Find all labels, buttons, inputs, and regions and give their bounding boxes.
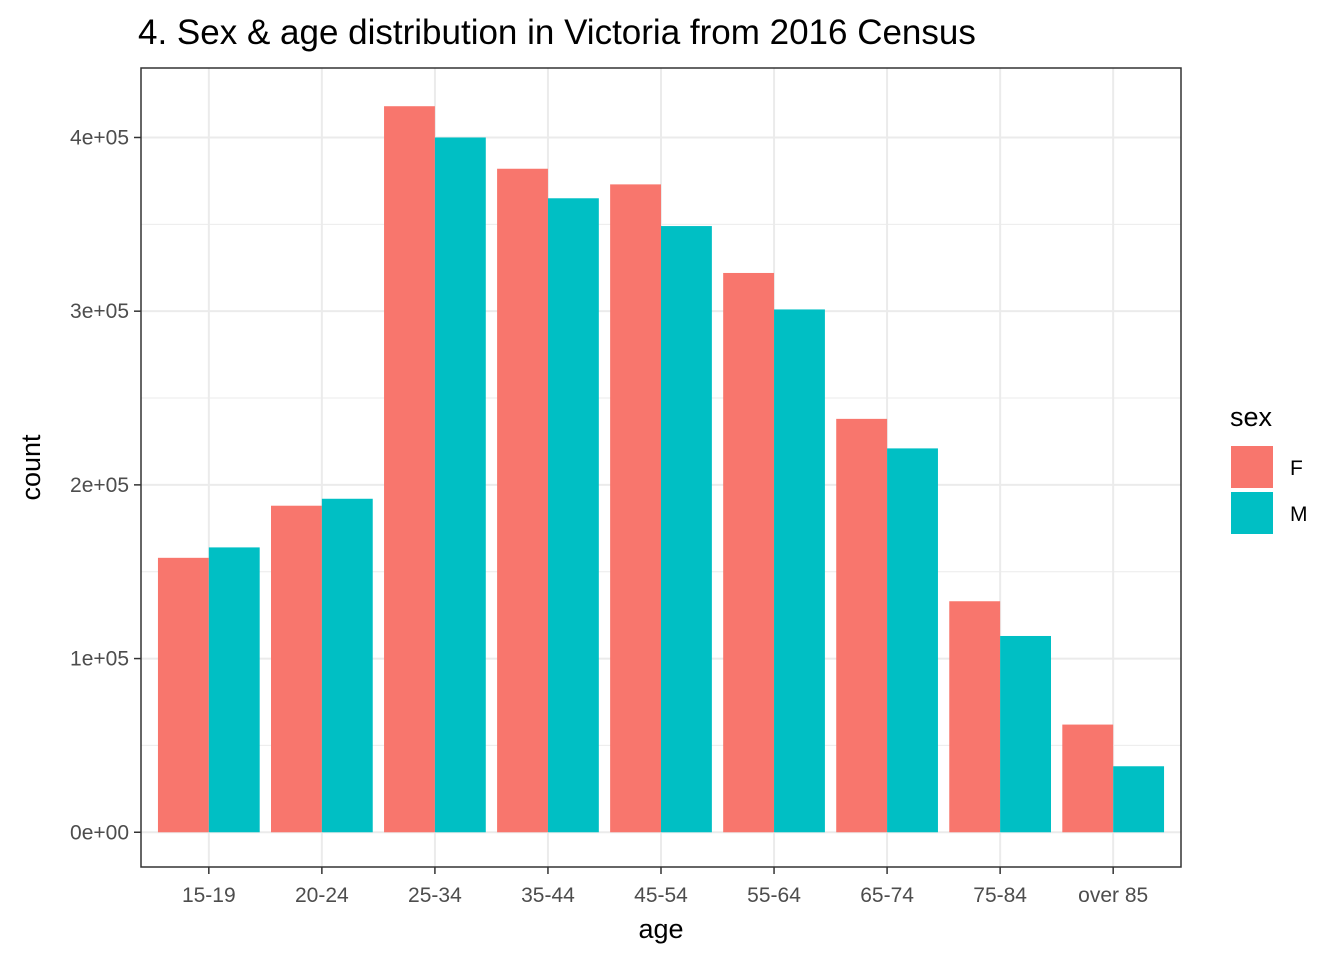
bar-M-65-74 bbox=[887, 448, 938, 833]
legend-title: sex bbox=[1230, 402, 1273, 432]
y-tick-label: 1e+05 bbox=[70, 648, 129, 671]
bar-F-15-19 bbox=[157, 557, 209, 833]
x-tick-label: 55-64 bbox=[747, 884, 801, 907]
legend-key-F bbox=[1231, 446, 1273, 488]
x-tick-label: 35-44 bbox=[521, 884, 575, 907]
legend-label-M: M bbox=[1290, 503, 1308, 526]
bar-M-over-85 bbox=[1113, 766, 1165, 833]
bar-M-25-34 bbox=[434, 137, 486, 833]
bar-M-35-44 bbox=[547, 198, 599, 833]
y-axis-title: count bbox=[16, 434, 46, 501]
bar-M-20-24 bbox=[321, 498, 373, 833]
y-tick-label: 2e+05 bbox=[70, 474, 129, 497]
bar-F-65-74 bbox=[836, 418, 888, 833]
x-tick-label: over 85 bbox=[1078, 884, 1148, 907]
bar-F-75-84 bbox=[949, 601, 1001, 833]
x-tick-label: 20-24 bbox=[295, 884, 349, 907]
bar-M-75-84 bbox=[1000, 635, 1051, 833]
y-tick-label: 0e+00 bbox=[70, 821, 129, 844]
chart-title: 4. Sex & age distribution in Victoria fr… bbox=[138, 13, 976, 52]
bar-F-45-54 bbox=[610, 184, 661, 833]
y-tick-label: 3e+05 bbox=[70, 300, 129, 323]
bar-F-55-64 bbox=[723, 272, 775, 833]
y-axis: 0e+00 1e+05 2e+05 3e+05 4e+05 bbox=[70, 126, 141, 844]
bar-F-over-85 bbox=[1062, 724, 1114, 833]
bar-F-25-34 bbox=[384, 106, 435, 833]
x-tick-label: 25-34 bbox=[408, 884, 462, 907]
legend-key-M bbox=[1231, 492, 1273, 534]
legend: sex FM bbox=[1230, 402, 1308, 534]
x-tick-label: 75-84 bbox=[973, 884, 1027, 907]
bar-M-45-54 bbox=[661, 226, 712, 833]
bar-M-55-64 bbox=[774, 309, 825, 833]
x-tick-label: 15-19 bbox=[182, 884, 236, 907]
bar-F-20-24 bbox=[271, 505, 322, 833]
x-axis: 15-19 20-24 25-34 35-44 45-54 55-64 65-74 75-84… bbox=[182, 867, 1148, 907]
legend-label-F: F bbox=[1290, 457, 1303, 480]
x-axis-title: age bbox=[638, 914, 683, 944]
x-tick-label: 65-74 bbox=[860, 884, 914, 907]
bars bbox=[157, 106, 1165, 833]
bar-F-35-44 bbox=[497, 168, 548, 833]
x-tick-label: 45-54 bbox=[634, 884, 688, 907]
bar-M-15-19 bbox=[208, 547, 260, 833]
y-tick-label: 4e+05 bbox=[70, 126, 129, 149]
